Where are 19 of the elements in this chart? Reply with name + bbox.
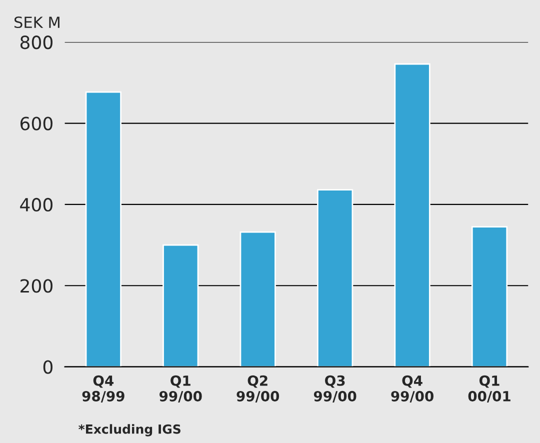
bar [471, 226, 508, 367]
x-tick-label: Q1 00/01 [468, 375, 510, 403]
x-tick-label: Q4 99/00 [391, 375, 434, 403]
x-tick-label: Q1 99/00 [159, 375, 202, 403]
y-tick-label: 600 [20, 116, 52, 130]
text: *Excluding IGS [78, 424, 180, 436]
bar [394, 63, 430, 367]
y-tick-label: 200 [20, 279, 52, 293]
bar [162, 244, 199, 367]
x-tick-label: Q3 99/00 [314, 375, 356, 403]
bar [85, 91, 122, 367]
x-tick-label: Q4 98/99 [82, 375, 124, 403]
y-tick-label: 800 [20, 36, 52, 50]
bar [240, 231, 276, 367]
x-tick-label: Q2 99/00 [236, 375, 280, 403]
y-tick-label: 400 [20, 198, 52, 212]
y-tick-label: 0 [43, 360, 52, 374]
y-axis-title: SEK M [14, 16, 60, 28]
bar [317, 189, 354, 367]
